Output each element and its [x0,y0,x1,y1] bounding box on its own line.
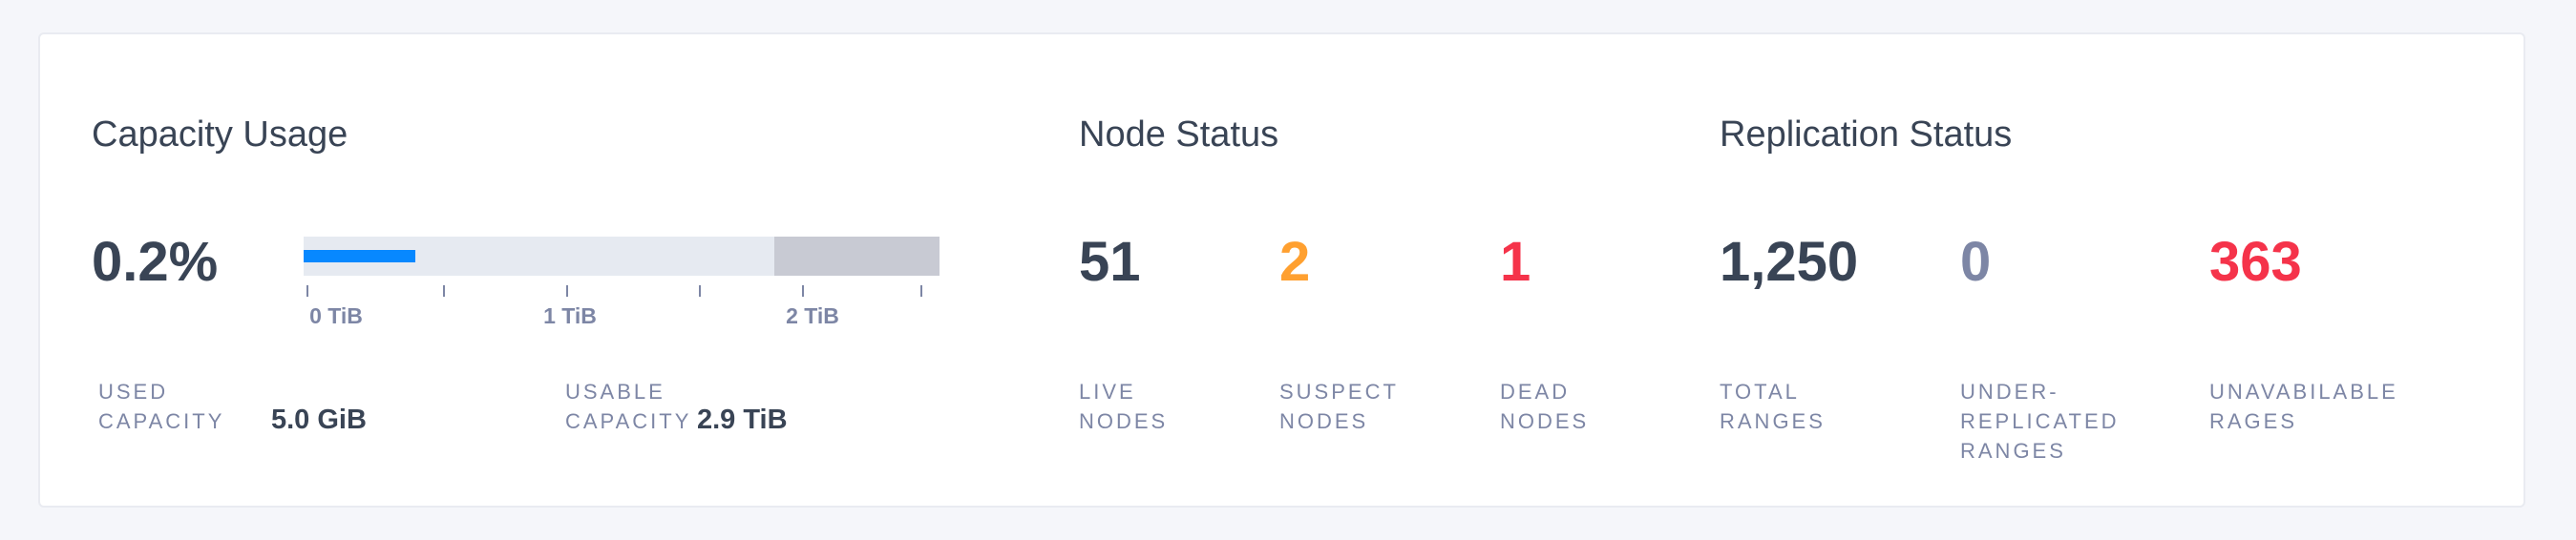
under-replicated-label: Under- Replicated Ranges [1960,380,2120,463]
axis-tick [699,285,701,297]
live-nodes-label: Live Nodes [1079,380,1169,433]
axis-label: 0 TiB [309,303,363,328]
axis-label: 1 TiB [543,303,597,328]
axis-tick [920,285,922,297]
axis-tick [443,285,445,297]
node-status-title: Node Status [1079,114,1279,155]
axis-tick [802,285,804,297]
axis-tick [566,285,568,297]
dead-nodes-label: Dead Nodes [1500,380,1590,433]
capacity-bar-used [304,250,415,262]
dead-nodes-count: 1 [1500,231,1531,293]
under-replicated-count: 0 [1960,231,1992,293]
capacity-bar [304,237,940,276]
axis-label: 2 TiB [786,303,839,328]
replication-status-title: Replication Status [1720,114,2013,155]
capacity-bar-reserved [773,237,940,276]
axis-tick [306,285,308,297]
total-ranges-count: 1,250 [1720,231,1859,293]
used-capacity-value: 5.0 GiB [271,405,367,435]
capacity-percent: 0.2% [92,231,219,293]
suspect-nodes-label: Suspect Nodes [1279,380,1399,433]
unavailable-ranges-count: 363 [2209,231,2302,293]
unavailable-ranges-label: Unavabilable Rages [2209,380,2398,433]
capacity-usage-title: Capacity Usage [92,114,348,155]
total-ranges-label: Total Ranges [1720,380,1826,433]
live-nodes-count: 51 [1079,231,1141,293]
used-capacity-label: Used Capacity [98,380,225,433]
usable-capacity-label: Usable Capacity [565,380,692,433]
suspect-nodes-count: 2 [1279,231,1311,293]
usable-capacity-value: 2.9 TiB [697,405,788,435]
